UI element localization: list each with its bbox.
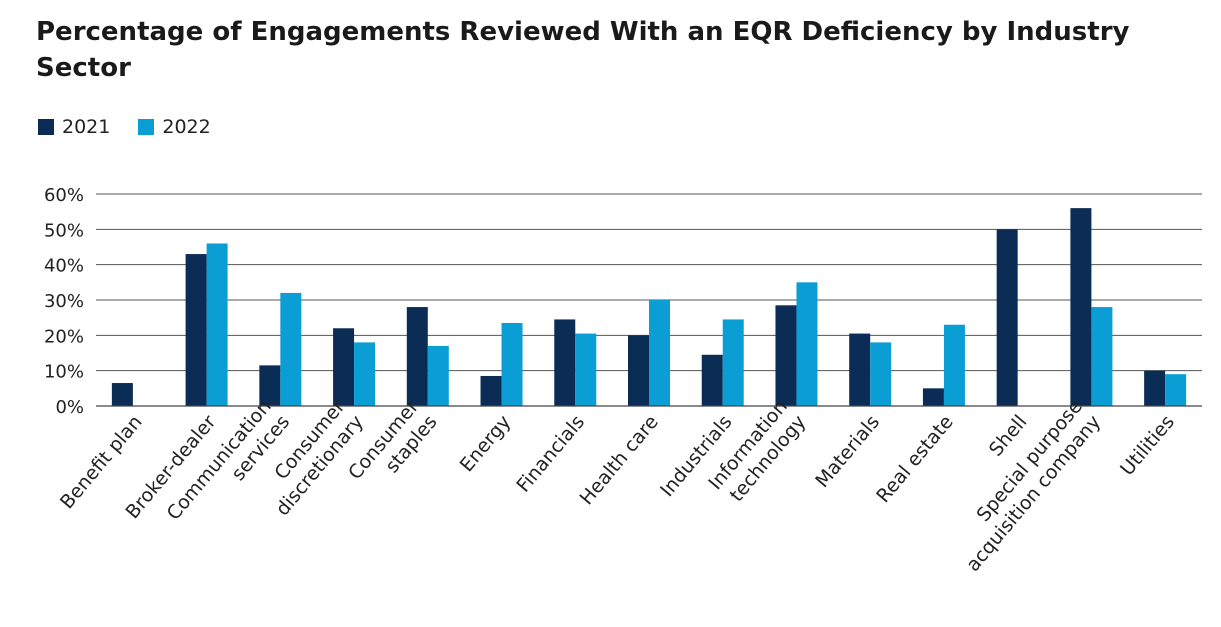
bar-2021: [1144, 370, 1166, 406]
bar-2021: [701, 354, 723, 406]
legend-swatch-2021: [38, 119, 54, 135]
bar-2022: [870, 342, 892, 406]
y-tick-label: 10%: [44, 362, 84, 383]
x-category-label: Utilities: [1116, 411, 1179, 480]
y-tick-label: 50%: [44, 220, 84, 241]
bar-2022: [575, 333, 597, 406]
y-tick-label: 60%: [44, 185, 84, 206]
x-category-label: Real estate: [872, 411, 958, 507]
bar-2022: [796, 282, 818, 406]
bar-2022: [501, 322, 523, 406]
bar-2021: [185, 254, 207, 406]
y-tick-label: 40%: [44, 256, 84, 277]
bar-2022: [280, 292, 302, 406]
y-tick-label: 0%: [55, 397, 84, 418]
x-category-label: Consumerstaples: [344, 396, 442, 500]
bar-2021: [406, 307, 428, 406]
chart-title: Percentage of Engagements Reviewed With …: [36, 17, 1130, 83]
legend-item-2021: 2021: [38, 116, 110, 138]
bar-2022: [649, 300, 670, 406]
bar-2021: [480, 375, 502, 406]
bar-2021: [111, 383, 133, 406]
x-category-label: Health care: [576, 411, 663, 509]
y-tick-label: 30%: [44, 291, 84, 312]
x-category-label: Energy: [456, 411, 516, 476]
x-category-label: Materials: [811, 411, 884, 492]
bar-2021: [775, 305, 797, 406]
bar-2021: [333, 328, 355, 406]
legend-item-2022: 2022: [138, 116, 211, 138]
bar-2022: [943, 324, 965, 406]
legend-label-2021: 2021: [62, 116, 111, 138]
bar-2021: [922, 388, 944, 406]
bar-2021: [996, 229, 1018, 406]
x-category-label: Financials: [512, 411, 589, 496]
legend-swatch-2022: [138, 119, 155, 135]
bar-2022: [1165, 374, 1187, 406]
bar-2021: [849, 333, 871, 406]
bar-2021: [554, 319, 576, 406]
bar-2021: [1070, 208, 1092, 406]
legend: 2021 2022: [38, 116, 211, 138]
bar-2021: [628, 335, 649, 406]
bar-2022: [354, 342, 376, 406]
bar-2022: [1091, 307, 1113, 406]
bar-2022: [427, 345, 449, 406]
bar-2022: [206, 243, 228, 406]
legend-label-2022: 2022: [162, 116, 211, 138]
bar-2022: [722, 319, 744, 406]
y-tick-label: 20%: [44, 326, 84, 347]
bar-2021: [259, 365, 281, 406]
